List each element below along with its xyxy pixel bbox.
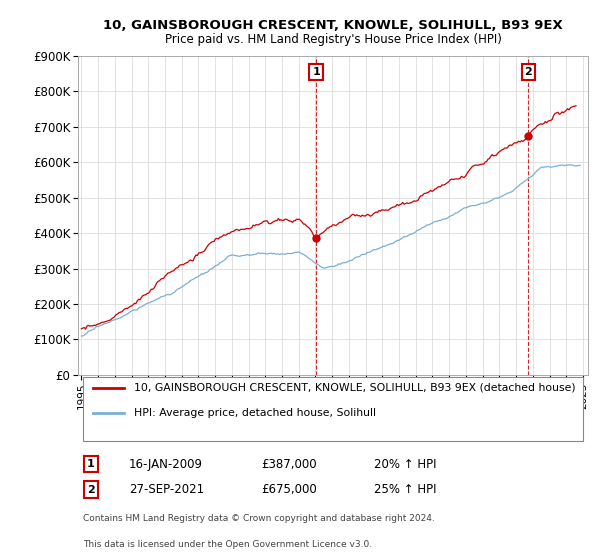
Text: 20% ↑ HPI: 20% ↑ HPI: [374, 458, 436, 470]
Text: 1: 1: [312, 67, 320, 77]
Text: 27-SEP-2021: 27-SEP-2021: [129, 483, 204, 496]
FancyBboxPatch shape: [83, 377, 583, 441]
Text: 1: 1: [87, 459, 95, 469]
Text: 2: 2: [87, 484, 95, 494]
Text: Contains HM Land Registry data © Crown copyright and database right 2024.: Contains HM Land Registry data © Crown c…: [83, 514, 435, 523]
Text: £675,000: £675,000: [262, 483, 317, 496]
Text: 16-JAN-2009: 16-JAN-2009: [129, 458, 203, 470]
Text: Price paid vs. HM Land Registry's House Price Index (HPI): Price paid vs. HM Land Registry's House …: [164, 32, 502, 46]
Text: HPI: Average price, detached house, Solihull: HPI: Average price, detached house, Soli…: [134, 408, 376, 418]
Text: 10, GAINSBOROUGH CRESCENT, KNOWLE, SOLIHULL, B93 9EX: 10, GAINSBOROUGH CRESCENT, KNOWLE, SOLIH…: [103, 18, 563, 32]
Text: 25% ↑ HPI: 25% ↑ HPI: [374, 483, 436, 496]
Text: 2: 2: [524, 67, 532, 77]
Text: £387,000: £387,000: [262, 458, 317, 470]
Text: This data is licensed under the Open Government Licence v3.0.: This data is licensed under the Open Gov…: [83, 539, 372, 549]
Text: 10, GAINSBOROUGH CRESCENT, KNOWLE, SOLIHULL, B93 9EX (detached house): 10, GAINSBOROUGH CRESCENT, KNOWLE, SOLIH…: [134, 382, 576, 393]
